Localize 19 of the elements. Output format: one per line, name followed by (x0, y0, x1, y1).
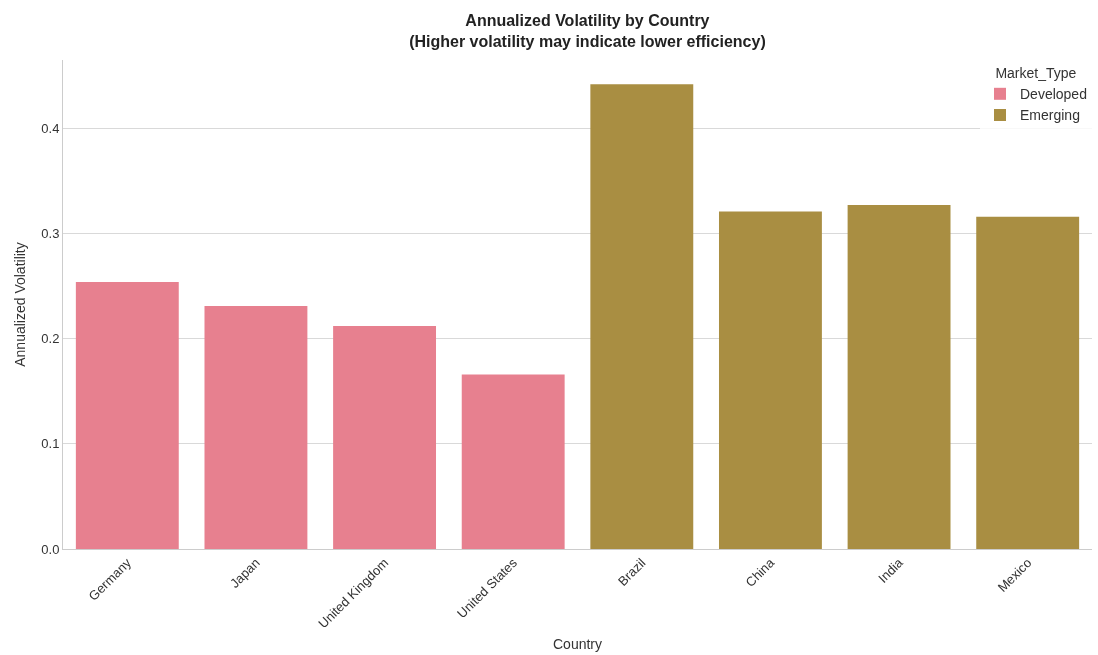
x-axis-title: Country (552, 635, 603, 652)
bar (718, 211, 822, 549)
y-tick-label: 0.4 (41, 120, 60, 136)
legend-label: Developed (1020, 86, 1087, 103)
bar (461, 374, 565, 549)
y-tick-label: 0.0 (41, 541, 60, 557)
legend-label: Emerging (1020, 107, 1080, 124)
y-tick-label: 0.1 (41, 436, 60, 452)
y-tick-label: 0.2 (41, 331, 60, 347)
chart-title: Annualized Volatility by Country (Higher volatility may indicate lower efficiency) (409, 12, 766, 50)
bar (847, 205, 951, 549)
y-tick-label: 0.3 (41, 226, 60, 242)
bar (204, 306, 308, 549)
bar (333, 326, 437, 549)
bar (75, 281, 179, 549)
bar (976, 216, 1080, 549)
y-axis-title: Annualized Volatility (12, 242, 28, 367)
legend-title: Market_Type (995, 65, 1077, 82)
bar (590, 84, 694, 549)
